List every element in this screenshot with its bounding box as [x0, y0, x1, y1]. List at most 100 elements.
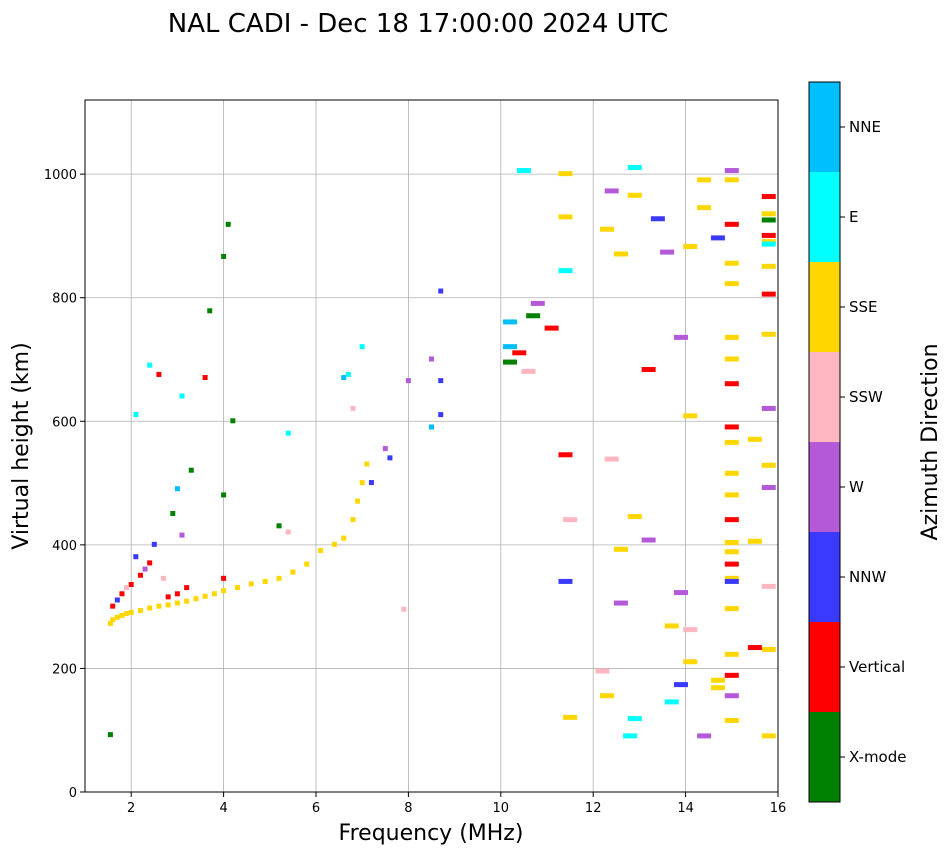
- data-point: [331, 541, 337, 547]
- data-point: [600, 226, 615, 232]
- data-point: [724, 549, 739, 555]
- y-axis-label: Virtual height (km): [9, 342, 34, 549]
- data-point: [623, 733, 638, 739]
- data-point: [724, 424, 739, 430]
- colorbar-segment: [809, 442, 840, 532]
- data-point: [724, 281, 739, 287]
- data-point: [604, 456, 619, 462]
- data-point: [179, 532, 185, 538]
- data-point: [761, 583, 776, 589]
- data-point: [724, 492, 739, 498]
- data-points: [107, 164, 776, 739]
- data-point: [405, 378, 411, 384]
- data-point: [137, 572, 143, 578]
- data-point: [276, 575, 282, 581]
- plot-frame: [84, 99, 779, 793]
- data-point: [747, 645, 762, 651]
- data-point: [290, 569, 296, 575]
- data-point: [673, 590, 688, 596]
- data-point: [221, 588, 227, 594]
- data-point: [761, 405, 776, 411]
- data-point: [156, 603, 162, 609]
- data-point: [350, 405, 356, 411]
- data-point: [359, 480, 365, 486]
- colorbar-segment: [809, 352, 840, 442]
- data-point: [341, 535, 347, 541]
- data-point: [184, 585, 190, 591]
- data-point: [761, 646, 776, 652]
- colorbar-segment: [809, 172, 840, 262]
- colorbar-label: Vertical: [849, 658, 905, 676]
- data-point: [207, 308, 213, 314]
- data-point: [641, 537, 656, 543]
- data-point: [683, 244, 698, 250]
- colorbar-segment: [809, 262, 840, 352]
- data-point: [119, 591, 125, 597]
- data-point: [683, 627, 698, 633]
- data-point: [761, 733, 776, 739]
- data-point: [401, 606, 407, 612]
- x-tick-label: 2: [127, 801, 135, 816]
- data-point: [119, 612, 125, 618]
- data-point: [664, 699, 679, 705]
- data-point: [664, 623, 679, 629]
- data-point: [724, 334, 739, 340]
- data-point: [151, 541, 157, 547]
- data-point: [165, 594, 171, 600]
- x-tick-label: 14: [677, 801, 694, 816]
- data-point: [761, 331, 776, 337]
- data-point: [285, 430, 291, 436]
- data-point: [724, 221, 739, 227]
- data-point: [234, 585, 240, 591]
- data-point: [387, 455, 393, 461]
- data-point: [724, 672, 739, 678]
- data-point: [438, 412, 444, 418]
- x-tick-label: 16: [770, 801, 787, 816]
- data-point: [350, 517, 356, 523]
- data-point: [558, 171, 573, 177]
- data-point: [724, 439, 739, 445]
- data-point: [761, 211, 776, 217]
- data-point: [724, 606, 739, 612]
- data-point: [558, 214, 573, 220]
- colorbar-segment: [809, 82, 840, 172]
- data-point: [526, 313, 541, 319]
- data-point: [724, 356, 739, 362]
- data-point: [429, 356, 434, 362]
- data-point: [107, 620, 113, 626]
- data-point: [613, 546, 628, 552]
- colorbar-label: W: [849, 478, 864, 496]
- y-tick-label: 200: [52, 662, 77, 677]
- data-point: [248, 581, 254, 587]
- data-point: [193, 596, 199, 602]
- data-point: [724, 381, 739, 387]
- data-point: [165, 602, 171, 608]
- data-point: [710, 685, 725, 691]
- data-point: [521, 368, 536, 374]
- colorbar-label: E: [849, 208, 858, 226]
- data-point: [613, 600, 628, 606]
- colorbar-label: SSW: [849, 388, 883, 406]
- colorbar-segment: [809, 712, 840, 802]
- data-point: [147, 605, 153, 611]
- data-point: [627, 716, 642, 722]
- data-point: [304, 561, 310, 567]
- data-point: [761, 241, 776, 247]
- data-point: [364, 461, 370, 467]
- data-point: [724, 717, 739, 723]
- data-point: [595, 668, 610, 674]
- data-point: [512, 350, 527, 356]
- colorbar-label: SSE: [849, 298, 878, 316]
- data-point: [179, 393, 185, 399]
- data-point: [202, 375, 208, 381]
- data-point: [761, 462, 776, 468]
- data-point: [641, 367, 656, 373]
- x-axis-ticks: 2 4 6 8 10 12 14 16: [127, 792, 786, 816]
- data-point: [761, 232, 776, 238]
- data-point: [563, 714, 578, 720]
- data-point: [627, 514, 642, 520]
- data-point: [724, 260, 739, 266]
- colorbar-label: X-mode: [849, 748, 906, 766]
- data-point: [503, 359, 518, 365]
